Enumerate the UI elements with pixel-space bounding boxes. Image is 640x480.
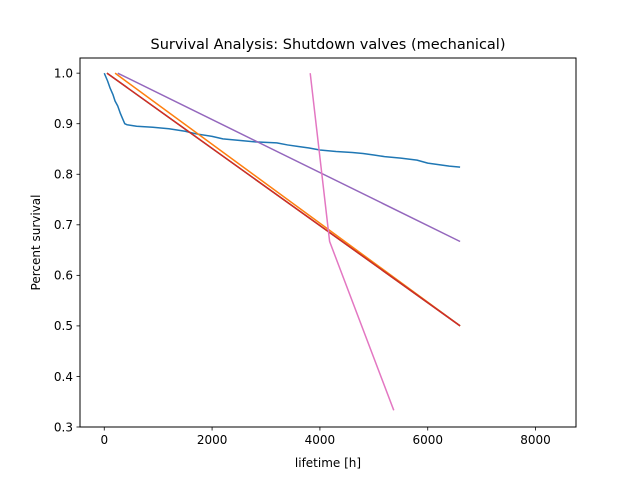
y-tick-label: 0.9 bbox=[54, 117, 73, 131]
x-axis: 0 2000 4000 6000 8000 bbox=[100, 427, 551, 447]
series-line-6 bbox=[309, 73, 395, 411]
x-tick-label: 0 bbox=[100, 433, 108, 447]
y-tick-label: 1.0 bbox=[54, 66, 73, 80]
y-tick-label: 0.6 bbox=[54, 269, 73, 283]
x-tick-label: 8000 bbox=[520, 433, 551, 447]
y-tick-label: 0.7 bbox=[54, 218, 73, 232]
x-tick-label: 4000 bbox=[305, 433, 336, 447]
series-line-4 bbox=[106, 72, 461, 327]
chart-title: Survival Analysis: Shutdown valves (mech… bbox=[151, 37, 506, 53]
y-tick-label: 0.3 bbox=[54, 420, 73, 434]
y-tick-label: 0.8 bbox=[54, 168, 73, 182]
y-tick-label: 0.5 bbox=[54, 319, 73, 333]
plot-area-frame bbox=[79, 57, 577, 428]
series-layer bbox=[103, 72, 461, 411]
series-line-5 bbox=[117, 72, 461, 243]
series-line-1 bbox=[103, 72, 461, 168]
x-tick-label: 6000 bbox=[412, 433, 443, 447]
x-tick-label: 2000 bbox=[197, 433, 228, 447]
y-axis: 0.3 0.4 0.5 0.6 0.7 0.8 0.9 1.0 bbox=[54, 66, 80, 434]
y-axis-label: Percent survival bbox=[29, 195, 43, 291]
series-line-2 bbox=[114, 72, 461, 327]
x-axis-label: lifetime [h] bbox=[295, 456, 361, 470]
y-tick-label: 0.4 bbox=[54, 370, 73, 384]
